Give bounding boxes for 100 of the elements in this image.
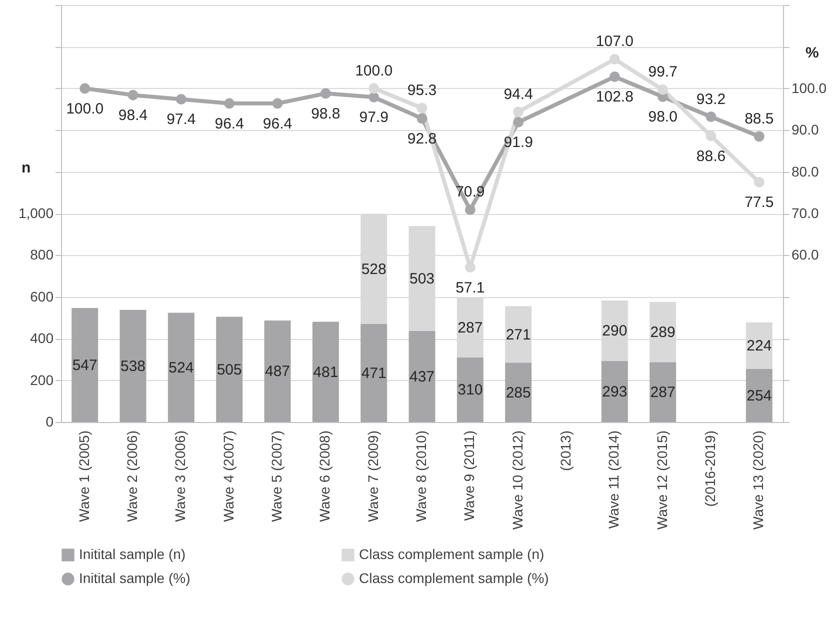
data-label: 437 bbox=[409, 368, 435, 386]
data-label: 524 bbox=[168, 359, 194, 376]
point bbox=[658, 84, 668, 95]
y-tick-label: 1,000 bbox=[18, 205, 54, 221]
point bbox=[706, 130, 716, 142]
data-label: 88.5 bbox=[744, 110, 774, 128]
x-tick-label: Wave 13 (2020) bbox=[750, 430, 766, 530]
x-tick-label: Wave 11 (2014) bbox=[606, 430, 622, 529]
y-tick-label: 600 bbox=[30, 288, 54, 304]
data-label: 487 bbox=[264, 363, 290, 380]
y-axis-title: n bbox=[22, 160, 31, 176]
bar bbox=[456, 357, 484, 422]
data-label: 293 bbox=[602, 383, 628, 400]
x-tick-label: Wave 4 (2007) bbox=[220, 430, 236, 522]
point bbox=[754, 131, 764, 142]
point bbox=[176, 94, 186, 104]
x-tick-label: Wave 7 (2009) bbox=[364, 430, 381, 522]
bar bbox=[120, 310, 146, 422]
x-tick-label: Wave 5 (2007) bbox=[268, 430, 285, 522]
y-tick-label: 0 bbox=[46, 414, 54, 430]
data-label: 287 bbox=[650, 384, 676, 402]
point bbox=[513, 116, 524, 128]
point bbox=[706, 112, 716, 122]
point bbox=[224, 98, 235, 109]
data-label: 285 bbox=[506, 384, 531, 402]
point bbox=[320, 88, 331, 99]
data-label: 538 bbox=[120, 358, 146, 375]
x-tick-label: Wave 8 (2010) bbox=[413, 430, 429, 522]
legend-label: Initital sample (%) bbox=[79, 570, 190, 586]
bar bbox=[264, 320, 291, 422]
y-tick-label: 800 bbox=[30, 246, 54, 263]
point bbox=[416, 102, 428, 114]
point bbox=[609, 54, 620, 64]
y2-tick-label: 60.0 bbox=[792, 246, 819, 263]
x-tick-label: (2013) bbox=[557, 430, 574, 471]
data-label: 93.2 bbox=[696, 90, 726, 108]
y2-tick-label: 100.0 bbox=[792, 80, 827, 96]
data-label: 100.0 bbox=[355, 62, 393, 80]
legend-label: Class complement sample (%) bbox=[359, 570, 549, 586]
y2-axis-title: % bbox=[806, 44, 819, 62]
data-label: 98.8 bbox=[311, 105, 340, 122]
x-tick-label: Wave 2 (2006) bbox=[124, 430, 140, 522]
bar bbox=[312, 322, 339, 422]
data-label: 77.5 bbox=[744, 194, 774, 212]
data-label: 107.0 bbox=[596, 33, 634, 50]
data-label: 481 bbox=[313, 364, 338, 381]
data-label: 102.8 bbox=[596, 88, 634, 106]
x-tick-label: Wave 6 (2008) bbox=[316, 430, 333, 522]
point bbox=[416, 113, 428, 124]
x-tick-label: Wave 3 (2006) bbox=[172, 430, 188, 522]
y2-tick-label: 80.0 bbox=[792, 163, 819, 180]
legend-label: Initital sample (n) bbox=[79, 546, 186, 562]
data-label: 289 bbox=[650, 324, 676, 342]
y-tick-label: 400 bbox=[30, 330, 54, 346]
point bbox=[80, 83, 90, 94]
bar bbox=[408, 330, 436, 422]
data-label: 95.3 bbox=[407, 82, 437, 99]
point bbox=[368, 92, 380, 102]
data-label: 503 bbox=[409, 270, 435, 288]
x-tick-label: Wave 12 (2015) bbox=[654, 430, 670, 530]
data-label: 70.9 bbox=[456, 184, 485, 201]
point bbox=[272, 98, 283, 109]
x-tick-label: Wave 9 (2011) bbox=[461, 430, 478, 521]
point bbox=[464, 262, 476, 273]
data-label: 98.0 bbox=[648, 108, 678, 126]
data-label: 528 bbox=[361, 260, 386, 278]
bar bbox=[360, 324, 388, 422]
data-label: 94.4 bbox=[504, 86, 533, 103]
data-label: 97.4 bbox=[166, 111, 196, 128]
data-label: 271 bbox=[506, 326, 531, 344]
bar bbox=[505, 362, 532, 422]
data-label: 547 bbox=[72, 356, 98, 374]
y2-tick-label: 90.0 bbox=[792, 122, 819, 138]
data-label: 471 bbox=[361, 364, 386, 382]
data-label: 287 bbox=[458, 319, 483, 336]
data-label: 224 bbox=[746, 338, 772, 355]
data-label: 290 bbox=[602, 322, 628, 340]
bar bbox=[650, 362, 676, 422]
data-label: 99.7 bbox=[648, 64, 678, 81]
point bbox=[609, 71, 620, 82]
x-tick-label: (2016-2019) bbox=[702, 430, 718, 507]
y2-tick-label: 70.0 bbox=[792, 205, 819, 221]
data-label: 92.8 bbox=[407, 130, 437, 148]
data-label: 88.6 bbox=[696, 148, 726, 165]
data-label: 100.0 bbox=[66, 100, 104, 118]
bar bbox=[746, 369, 772, 422]
point bbox=[464, 204, 476, 215]
data-label: 97.9 bbox=[359, 109, 388, 126]
point bbox=[128, 90, 138, 100]
point bbox=[368, 83, 380, 94]
legend-label: Class complement sample (n) bbox=[359, 546, 544, 562]
y-tick-label: 200 bbox=[30, 372, 54, 388]
bar bbox=[72, 308, 98, 422]
data-label: 91.9 bbox=[504, 134, 533, 152]
x-tick-label: Wave 1 (2005) bbox=[76, 430, 92, 522]
data-label: 98.4 bbox=[118, 107, 148, 124]
bar bbox=[216, 316, 243, 422]
data-label: 57.1 bbox=[456, 279, 485, 296]
bar bbox=[601, 360, 628, 422]
x-tick-label: Wave 10 (2012) bbox=[509, 430, 526, 530]
